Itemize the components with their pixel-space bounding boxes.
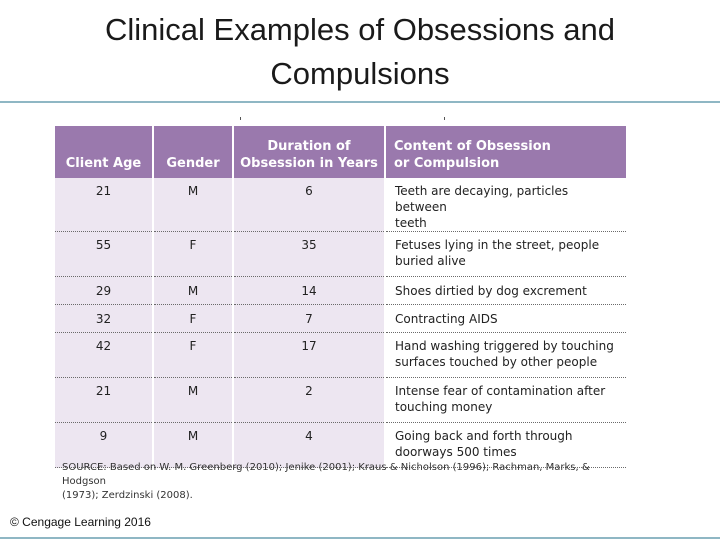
source-note-line-1: SOURCE: Based on W. M. Greenberg (2010);… [62,462,590,487]
cell-content-line-2: teeth [395,216,427,230]
cell-content: Contracting AIDS [385,304,626,333]
cell-content-line-1: Going back and forth through [395,429,573,443]
header-client-age: Client Age [55,126,154,178]
slide-title-line-1: Clinical Examples of Obsessions and [104,12,616,47]
tick-mark [240,117,241,120]
source-note: SOURCE: Based on W. M. Greenberg (2010);… [62,461,622,503]
header-duration-line-2: Obsession in Years [240,156,378,171]
table-row: 42 F 17 Hand washing triggered by touchi… [55,332,626,378]
cell-content-line-2: buried alive [395,254,466,268]
bottom-divider [0,537,720,539]
table-row: 32 F 7 Contracting AIDS [55,304,626,333]
table-row: 29 M 14 Shoes dirtied by dog excrement [55,276,626,305]
tick-mark [444,117,445,120]
source-note-line-2: (1973); Zerdzinski (2008). [62,490,193,501]
table-row: 21 M 6 Teeth are decaying, particles bet… [55,178,626,232]
cell-duration: 17 [233,332,386,378]
table-row: 9 M 4 Going back and forth through doorw… [55,422,626,468]
cell-gender: M [153,377,234,423]
header-gender: Gender [153,126,234,178]
cell-content: Hand washing triggered by touching surfa… [385,332,626,378]
cell-content: Going back and forth through doorways 50… [385,422,626,468]
obsessions-table: Client Age Gender Duration of Obsession … [55,126,626,468]
header-content: Content of Obsession or Compulsion [385,126,626,178]
cell-content-line-2: doorways 500 times [395,445,517,459]
cell-content-line-1: Fetuses lying in the street, people [395,238,600,252]
cell-content: Intense fear of contamination after touc… [385,377,626,423]
cell-duration: 7 [233,304,386,333]
table-row: 21 M 2 Intense fear of contamination aft… [55,377,626,423]
slide-title-line-2: Compulsions [270,56,450,91]
cell-age: 29 [55,276,154,305]
cell-content-line-1: Hand washing triggered by touching [395,339,614,353]
cell-gender: M [153,276,234,305]
cell-duration: 6 [233,178,386,232]
cell-age: 55 [55,231,154,277]
cell-duration: 2 [233,377,386,423]
cell-duration: 4 [233,422,386,468]
cell-content-line-1: Intense fear of contamination after [395,384,606,398]
cell-content: Teeth are decaying, particles between te… [385,178,626,232]
header-duration: Duration of Obsession in Years [233,126,386,178]
header-content-line-2: or Compulsion [394,156,500,171]
cell-gender: F [153,332,234,378]
copyright-notice: © Cengage Learning 2016 [10,515,151,529]
slide-title: Clinical Examples of Obsessions and Comp… [20,8,700,96]
cell-age: 32 [55,304,154,333]
table-header-row: Client Age Gender Duration of Obsession … [55,126,626,178]
cell-gender: F [153,304,234,333]
cell-age: 42 [55,332,154,378]
cell-gender: M [153,422,234,468]
cell-age: 21 [55,178,154,232]
header-duration-line-1: Duration of [267,139,351,154]
cell-duration: 35 [233,231,386,277]
cell-content-line-1: Teeth are decaying, particles between [395,184,569,214]
cell-content: Fetuses lying in the street, people buri… [385,231,626,277]
table-row: 55 F 35 Fetuses lying in the street, peo… [55,231,626,277]
cell-content-line-2: touching money [395,400,493,414]
cell-age: 9 [55,422,154,468]
header-content-line-1: Content of Obsession [394,139,551,154]
cell-age: 21 [55,377,154,423]
cell-content-line-2: surfaces touched by other people [395,355,598,369]
cell-gender: F [153,231,234,277]
cell-content: Shoes dirtied by dog excrement [385,276,626,305]
cell-gender: M [153,178,234,232]
title-divider [0,101,720,103]
cell-duration: 14 [233,276,386,305]
